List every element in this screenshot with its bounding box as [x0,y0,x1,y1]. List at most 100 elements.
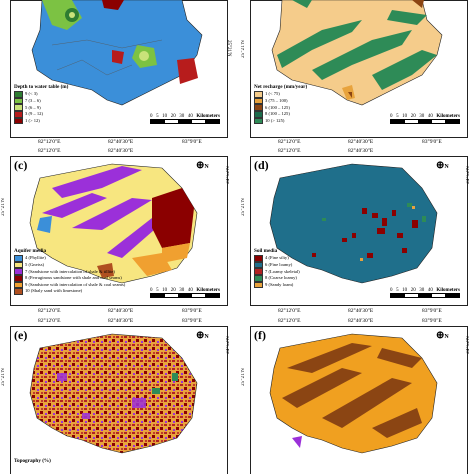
panel-label-f: (f) [254,328,266,342]
legend-item-a-4: 1 (> 12) [14,117,68,125]
scale-tick: 5 [396,288,399,293]
panel-e-topography: 82°12'0"E 82°40'30"E 83°9'0"E (e) ⊕N 25°… [0,318,234,474]
legend-item-c-1: 5 (Gneiss) [14,261,125,269]
legend-item-b-3: 8 (100 – 125) [254,111,307,118]
scale-tick: 20 [410,114,416,119]
scale-tick: 10 [162,288,168,293]
scale-unit: Kilometers [436,114,460,119]
panel-a-depth-to-water-table: 25°21'N Depth to water table (m) 9 (< 3)… [0,0,234,148]
legend-label: 8 (Coarse loamy) [265,275,297,281]
lon-top-e-2: 82°40'30"E [108,318,134,324]
legend-title-d: Soil media [254,248,278,254]
lon-top-f-3: 83°9'0"E [422,318,442,324]
scale-tick: 30 [179,288,185,293]
legend-swatch [254,104,263,112]
legend-item-d-1: 6 (Fine loamy) [254,261,300,269]
legend-item-a-2: 5 (6 – 9) [14,104,68,112]
scale-tick: 0 [150,288,153,293]
lon-top-d-2: 82°40'30"E [348,148,374,154]
legend-label: 10 (> 125) [265,117,285,123]
legend-label: 6 (Fine loamy) [265,262,293,268]
scale-tick: 20 [170,288,176,293]
lon-label-b-2: 82°40'30"E [348,139,374,145]
scale-bar-c: 0 5 10 20 30 40 Kilometers [150,288,220,298]
scale-bar-d: 0 5 10 20 30 40 Kilometers [390,288,460,298]
panel-label-e: (e) [14,328,28,342]
lon-label-a-2: 82°40'30"E [108,139,134,145]
map-e [29,333,198,454]
legend-swatch [14,104,23,112]
lat-label-a-top: 25°21'N [226,40,231,57]
scale-tick: 40 [187,114,193,119]
scale-tick: 40 [427,114,433,119]
legend-item-a-1: 7 (3 – 6) [14,97,68,105]
legend-e: Topography (%) [14,458,51,465]
lon-label-a-1: 82°12'0"E [38,139,61,145]
scale-tick: 0 [390,114,393,119]
scale-tick: 5 [396,114,399,119]
scale-tick: 20 [410,288,416,293]
legend-label: 9 (Sandstone with intercalation of shale… [25,281,126,287]
legend-item-d-3: 8 (Coarse loamy) [254,275,300,282]
map-f [269,333,438,454]
map-a [31,0,203,106]
legend-swatch [14,117,23,125]
legend-swatch [254,117,263,125]
lon-label-d-1: 82°12'0"E [278,308,301,314]
legend-label: 6 (100 – 125) [265,104,290,110]
lon-label-c-1: 82°12'0"E [38,308,61,314]
panel-b-net-recharge: 25°21'N Net recharge (mm/year) 1 (< 75) 3… [240,0,474,148]
legend-b: Net recharge (mm/year) 1 (< 75) 3 (75 – 1… [254,84,308,125]
panel-d-soil-media: 82°12'0"E 82°40'30"E (d) ⊕N 25°21'N 24°5… [240,148,474,318]
legend-label: 10 (Shaly sand with limestone) [25,288,83,294]
lon-top-e-1: 82°12'0"E [38,318,61,324]
lon-top-c-1: 82°12'0"E [38,148,61,154]
scale-tick: 30 [419,114,425,119]
legend-a: Depth to water table (m) 9 (< 3) 7 (3 – 6… [14,84,69,125]
legend-item-b-0: 1 (< 75) [254,91,307,98]
scale-tick: 5 [156,114,159,119]
legend-item-d-2: 7 (Loamy skeletal) [254,268,300,276]
legend-label: 3 (75 – 100) [265,98,288,104]
legend-item-d-4: 9 (Sandy loam) [254,281,300,289]
legend-swatch [254,111,263,118]
legend-label: 4 (Phyllite) [25,255,46,261]
scale-unit: Kilometers [196,288,220,293]
scale-unit: Kilometers [436,288,460,293]
lat-label-f-top: 25°21'N [241,368,246,386]
legend-label: 7 (Sandstone with intercalation of shale… [25,268,115,274]
north-arrow-f: ⊕N [436,330,449,341]
legend-item-a-0: 9 (< 3) [14,91,68,98]
scale-tick: 10 [402,114,408,119]
scale-unit: Kilometers [196,114,220,119]
legend-label: 3 (9 – 12) [25,111,43,117]
map-d [269,163,438,284]
lon-label-c-3: 83°9'0"E [182,308,202,314]
lon-top-f-2: 82°40'30"E [348,318,374,324]
lon-label-b-3: 83°9'0"E [422,139,442,145]
legend-d: Soil media 4 (Fine silty) 6 (Fine loamy) 7… [254,248,300,289]
legend-label: 7 (Loamy skeletal) [265,268,300,274]
legend-item-c-5: 10 (Shaly sand with limestone) [14,288,125,295]
panel-f: 82°12'0"E 82°40'30"E 83°9'0"E (f) ⊕N 25°… [240,318,474,474]
legend-title-c: Aquifer media [14,248,47,254]
scale-tick: 0 [150,114,153,119]
legend-c: Aquifer media 4 (Phyllite) 5 (Gneiss) 7 (S… [14,248,125,295]
legend-title-b: Net recharge (mm/year) [254,84,308,90]
north-arrow-c: ⊕N [196,160,209,171]
legend-swatch [254,97,263,105]
legend-swatch [14,275,23,282]
legend-item-b-2: 6 (100 – 125) [254,104,307,112]
lon-label-d-3: 83°9'0"E [422,308,442,314]
legend-swatch [254,91,263,98]
scale-tick: 10 [162,114,168,119]
scale-tick: 40 [427,288,433,293]
scale-tick: 40 [187,288,193,293]
lat-label-b-top: 25°21'N [241,40,246,58]
lon-label-d-2: 82°40'30"E [348,308,374,314]
scale-bar-b: 0 5 10 20 30 40 Kilometers [390,114,460,124]
legend-title-a: Depth to water table (m) [14,84,69,90]
legend-item-b-1: 3 (75 – 100) [254,97,307,105]
panel-label-c: (c) [14,158,28,172]
panel-label-d: (d) [254,158,269,172]
